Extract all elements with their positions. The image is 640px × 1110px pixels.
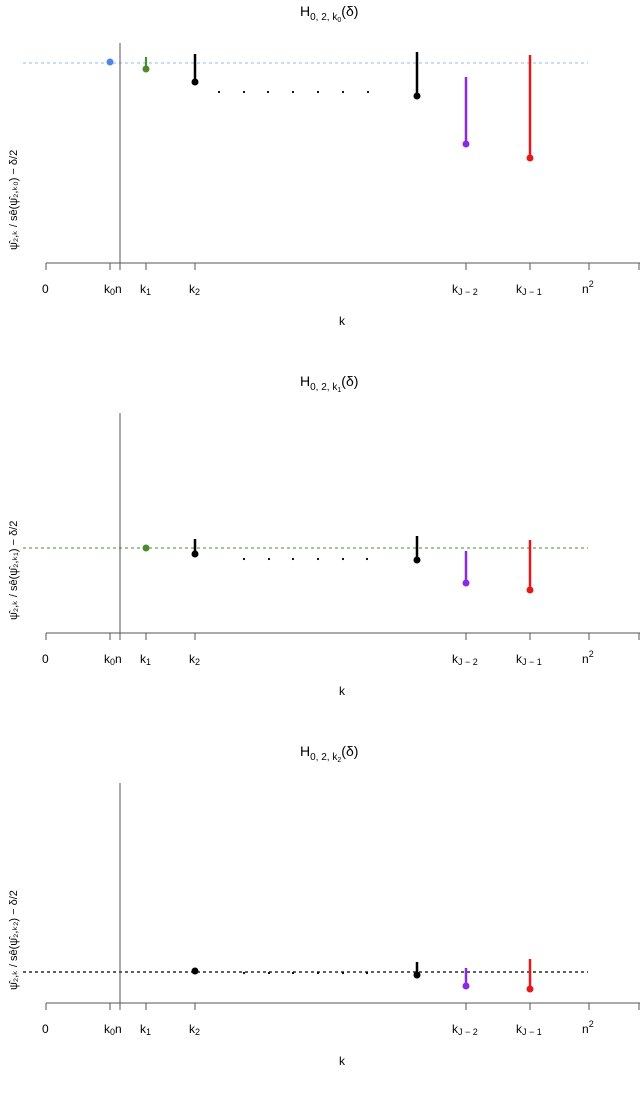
- point-kJ1: [526, 586, 534, 594]
- svg-text:0: 0: [42, 652, 49, 666]
- svg-text:kJ − 2: kJ − 2: [452, 1022, 478, 1037]
- svg-text:k2: k2: [189, 652, 200, 667]
- x-axis-ticks: [45, 633, 640, 640]
- point-kJ3: [413, 92, 421, 100]
- svg-text:kJ − 1: kJ − 1: [516, 282, 542, 297]
- chart-title: H0, 2, k2(δ): [300, 743, 358, 764]
- point-kJ3: [413, 971, 421, 979]
- chart-title: H0, 2, k1(δ): [300, 373, 358, 394]
- svg-text:n2: n2: [582, 1019, 594, 1036]
- point-kJ2: [462, 982, 470, 990]
- point-k1: [142, 65, 150, 73]
- y-axis-label: ψ̂₂,ₖ / sê(ψ̂₂,ₖ₁) − δ/2: [8, 521, 20, 620]
- chart-k0: H0, 2, k0(δ) ψ̂₂,ₖ / sê(ψ̂₂,ₖ₀) − δ/2 0 …: [8, 3, 640, 328]
- x-axis-ticks: [45, 1003, 640, 1010]
- svg-text:kJ − 2: kJ − 2: [452, 652, 478, 667]
- point-kJ2: [462, 579, 470, 587]
- svg-text:k1: k1: [140, 282, 151, 297]
- svg-text:n2: n2: [582, 279, 594, 296]
- x-axis-label: k: [339, 684, 346, 698]
- svg-text:k2: k2: [189, 1022, 200, 1037]
- ellipsis-dots: [242, 971, 369, 975]
- x-axis-label: k: [339, 314, 346, 328]
- point-k1: [142, 544, 150, 552]
- point-kJ1: [526, 985, 534, 993]
- svg-text:0: 0: [42, 1022, 49, 1036]
- x-axis-label: k: [339, 1054, 346, 1067]
- svg-text:k0n: k0n: [104, 282, 122, 297]
- x-tick-labels: 0 k0n k1 k2 kJ − 2 kJ − 1 n2: [42, 279, 594, 297]
- svg-text:kJ − 1: kJ − 1: [516, 652, 542, 667]
- point-kJ1: [526, 154, 534, 162]
- x-tick-labels: 0 k0n k1 k2 kJ − 2 kJ − 1 n2: [42, 649, 594, 667]
- point-k2: [191, 967, 199, 975]
- svg-text:k0n: k0n: [104, 652, 122, 667]
- panel-k0: H0, 2, k0(δ) ψ̂₂,ₖ / sê(ψ̂₂,ₖ₀) − δ/2 0 …: [0, 0, 640, 370]
- svg-text:k1: k1: [140, 652, 151, 667]
- chart-k1: H0, 2, k1(δ) ψ̂₂,ₖ / sê(ψ̂₂,ₖ₁) − δ/2 0 …: [8, 373, 640, 698]
- ellipsis-dots: [242, 557, 369, 561]
- point-k2: [191, 78, 199, 86]
- x-axis-ticks: [45, 263, 640, 270]
- svg-text:kJ − 2: kJ − 2: [452, 282, 478, 297]
- x-tick-labels: 0 k0n k1 k2 kJ − 2 kJ − 1 n2: [42, 1019, 594, 1037]
- y-axis-label: ψ̂₂,ₖ / sê(ψ̂₂,ₖ₀) − δ/2: [8, 150, 20, 250]
- svg-text:k2: k2: [189, 282, 200, 297]
- svg-text:kJ − 1: kJ − 1: [516, 1022, 542, 1037]
- y-axis-label: ψ̂₂,ₖ / sê(ψ̂₂,ₖ₂) − δ/2: [8, 890, 20, 990]
- svg-text:n2: n2: [582, 649, 594, 666]
- chart-k2: H0, 2, k2(δ) ψ̂₂,ₖ / sê(ψ̂₂,ₖ₂) − δ/2 0 …: [8, 743, 640, 1067]
- chart-title: H0, 2, k0(δ): [300, 3, 358, 24]
- panel-k1: H0, 2, k1(δ) ψ̂₂,ₖ / sê(ψ̂₂,ₖ₁) − δ/2 0 …: [0, 370, 640, 740]
- point-kJ3: [413, 556, 421, 564]
- svg-text:k0n: k0n: [104, 1022, 122, 1037]
- panel-k2: H0, 2, k2(δ) ψ̂₂,ₖ / sê(ψ̂₂,ₖ₂) − δ/2 0 …: [0, 740, 640, 1110]
- point-k2: [191, 550, 199, 558]
- ellipsis-dots: [217, 90, 370, 94]
- svg-text:k1: k1: [140, 1022, 151, 1037]
- svg-text:0: 0: [42, 282, 49, 296]
- point-k0: [106, 58, 114, 66]
- point-kJ2: [462, 140, 470, 148]
